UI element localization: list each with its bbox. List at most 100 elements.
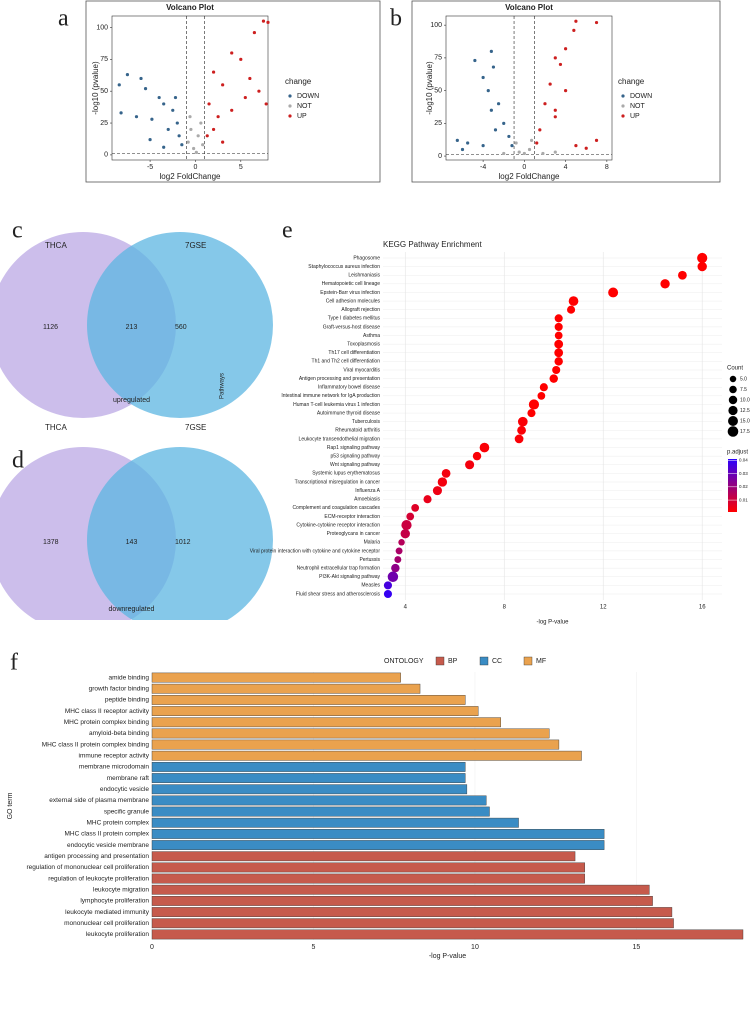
bar [151, 717, 501, 728]
y-tick-label: Rap1 signaling pathway [327, 445, 381, 451]
legend-label: DOWN [297, 93, 319, 100]
bar [151, 672, 401, 683]
dot [465, 460, 475, 470]
dot [517, 416, 528, 427]
point [248, 76, 252, 81]
legend-label: UP [630, 113, 640, 120]
y-tick-label: leukocyte migration [93, 886, 149, 893]
bar [151, 873, 585, 884]
y-tick-label: 75 [100, 56, 108, 63]
point [177, 134, 181, 138]
y-tick-label: Malaria [364, 540, 381, 546]
point [594, 20, 599, 25]
y-tick-label: Allograft rejection [341, 307, 380, 313]
point [175, 121, 179, 125]
y-tick-label: regulation of leukocyte proliferation [48, 875, 149, 882]
y-tick-label: Th17 cell differentiation [328, 350, 380, 356]
chart-title: Volcano Plot [505, 3, 553, 12]
y-tick-label: Fluid shear stress and atherosclerosis [296, 591, 381, 597]
point [496, 102, 501, 106]
y-tick-label: Intestinal immune network for IgA produc… [281, 393, 380, 399]
point [584, 146, 588, 150]
legend-title: ONTOLOGY [384, 658, 424, 665]
legend-swatch [479, 656, 489, 666]
y-tick-label: Cytokine-cytokine receptor interaction [296, 522, 380, 528]
point [221, 140, 225, 144]
y-tick-label: Leukocyte transendothelial migration [299, 436, 381, 442]
bar [151, 683, 421, 694]
point [514, 141, 518, 145]
venn [0, 232, 273, 418]
y-tick-label: Rheumatoid arthritis [335, 428, 380, 434]
point [173, 95, 178, 100]
venn [0, 447, 273, 620]
x-axis-label: -log P-value [536, 620, 569, 626]
y-tick-label: antigen processing and presentation [44, 853, 149, 860]
count-label: 143 [126, 539, 138, 546]
venn-caption: upregulated [113, 397, 150, 404]
legend-label: BP [448, 658, 458, 665]
y-tick-label: Cell adhesion molecules [326, 298, 381, 304]
y-tick-label: Wnt signaling pathway [330, 462, 381, 468]
point [171, 108, 175, 112]
x-tick-label: 5 [312, 944, 316, 951]
point [502, 121, 506, 125]
dot [437, 477, 448, 487]
point [162, 102, 166, 106]
legend-label: 12.5 [740, 408, 750, 414]
point [257, 89, 261, 93]
x-tick-label: 0 [150, 944, 154, 951]
plot-area [445, 15, 613, 161]
y-tick-label: Epstein-Barr virus infection [320, 290, 380, 296]
x-axis-label: -log P-value [429, 953, 466, 960]
point [239, 57, 243, 61]
point [553, 150, 557, 154]
y-tick-label: 50 [100, 88, 108, 95]
dot [395, 547, 403, 555]
dot [528, 399, 540, 410]
dot [539, 383, 548, 392]
dot [527, 409, 536, 418]
point [486, 89, 490, 93]
legend-label: 5.0 [740, 376, 747, 382]
legend-label: 0.02 [739, 484, 748, 489]
y-axis-label: Pathways [220, 373, 226, 399]
x-tick-label: 4 [564, 164, 568, 171]
point [489, 108, 493, 112]
set-name: THCA [45, 423, 67, 432]
point [264, 102, 268, 106]
y-tick-label: membrane raft [107, 775, 149, 782]
point [148, 138, 152, 142]
y-tick-label: Human T-cell leukemia virus 1 infection [293, 402, 380, 408]
x-tick-label: 8 [503, 605, 507, 611]
venn-circle [87, 232, 273, 418]
point [553, 108, 557, 112]
point [134, 115, 139, 119]
y-tick-label: leukocyte mediated immunity [65, 909, 150, 916]
point [143, 87, 148, 91]
legend-label: 10.0 [740, 397, 750, 403]
y-tick-label: membrane microdomain [79, 764, 149, 771]
point [207, 102, 211, 106]
dot [472, 451, 482, 461]
y-tick-label: MHC class II receptor activity [65, 708, 150, 715]
y-tick-label: 75 [434, 55, 442, 62]
y-tick-label: Type I diabetes mellitus [328, 316, 381, 322]
point [572, 28, 576, 32]
y-tick-label: p53 signaling pathway [331, 453, 381, 459]
point [266, 20, 270, 24]
x-tick-label: 8 [605, 164, 609, 171]
y-axis-label: -log10 (pvalue) [425, 61, 434, 115]
panel-letter: f [10, 650, 18, 676]
dot [554, 339, 564, 349]
x-tick-label: 0 [193, 164, 197, 171]
bar [151, 728, 550, 739]
point [157, 95, 161, 100]
y-tick-label: Staphylococcus aureus infection [308, 264, 380, 270]
y-tick-label: 0 [104, 152, 108, 159]
dot [394, 556, 402, 564]
point [150, 117, 154, 121]
legend-label: UP [297, 113, 307, 120]
bar [151, 817, 519, 828]
y-tick-label: leukocyte proliferation [86, 931, 150, 938]
